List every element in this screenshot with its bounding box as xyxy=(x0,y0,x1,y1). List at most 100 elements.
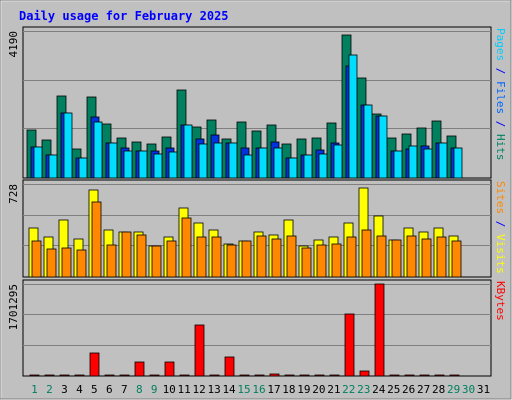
panel-max-label: 4190 xyxy=(7,31,20,58)
day-label-30: 30 xyxy=(462,383,475,396)
bar-sites-day-1 xyxy=(31,240,42,278)
bar-pages-day-10 xyxy=(168,151,178,179)
axis-label-part: Visits xyxy=(494,234,507,274)
bar-pages-day-20 xyxy=(318,153,328,179)
day-label-15: 15 xyxy=(237,383,250,396)
bar-kbytes-day-6 xyxy=(104,374,115,377)
bar-sites-day-12 xyxy=(196,236,207,278)
bar-pages-day-11 xyxy=(183,124,193,179)
bar-pages-day-16 xyxy=(258,147,268,179)
bar-sites-day-18 xyxy=(286,235,297,278)
bar-sites-day-16 xyxy=(256,235,267,278)
day-label-18: 18 xyxy=(282,383,295,396)
day-label-3: 3 xyxy=(61,383,68,396)
day-label-8: 8 xyxy=(136,383,143,396)
day-label-19: 19 xyxy=(297,383,310,396)
bar-pages-day-22 xyxy=(348,54,358,179)
bar-kbytes-day-9 xyxy=(149,374,160,377)
axis-label-part: Sites xyxy=(494,181,507,214)
bar-pages-day-8 xyxy=(138,150,148,179)
bar-kbytes-day-28 xyxy=(434,374,445,377)
bar-pages-day-25 xyxy=(393,150,403,179)
bar-kbytes-day-8 xyxy=(134,361,145,377)
bar-sites-day-22 xyxy=(346,236,357,278)
bar-sites-day-19 xyxy=(301,247,312,278)
bar-kbytes-day-3 xyxy=(59,374,70,377)
chart-panels: 4190 Pages / Files / Hits 728 Sites / Visit… xyxy=(7,26,507,377)
bar-sites-day-10 xyxy=(166,240,177,278)
bar-sites-day-5 xyxy=(91,201,102,278)
bar-pages-day-2 xyxy=(48,154,58,179)
axis-label-part: / xyxy=(494,114,507,134)
day-label-25: 25 xyxy=(387,383,400,396)
bar-pages-day-7 xyxy=(123,150,133,179)
bar-kbytes-day-23 xyxy=(359,370,370,377)
day-label-20: 20 xyxy=(312,383,325,396)
bar-sites-day-20 xyxy=(316,244,327,278)
bar-sites-day-7 xyxy=(121,231,132,278)
series-kbytes xyxy=(29,283,460,377)
bar-kbytes-day-21 xyxy=(329,374,340,377)
series-pages xyxy=(33,54,463,179)
day-label-23: 23 xyxy=(357,383,370,396)
day-label-16: 16 xyxy=(252,383,265,396)
bar-sites-day-4 xyxy=(76,249,87,278)
day-label-27: 27 xyxy=(417,383,430,396)
bar-kbytes-day-7 xyxy=(119,374,130,377)
day-labels: 1 2 3 4 5 6 7 8 9 10 11 12 13 14 15 16 17 18 19 20 21 22 23 24 2… xyxy=(31,383,490,396)
bar-pages-day-14 xyxy=(228,142,238,179)
bar-sites-day-25 xyxy=(391,239,402,278)
bar-pages-day-6 xyxy=(108,142,118,179)
bar-pages-day-12 xyxy=(198,143,208,179)
bar-kbytes-day-5 xyxy=(89,352,100,377)
day-label-24: 24 xyxy=(372,383,386,396)
axis-label-part: Pages xyxy=(494,28,507,61)
bar-kbytes-day-11 xyxy=(179,374,190,377)
bar-kbytes-day-13 xyxy=(209,374,220,377)
bar-kbytes-day-29 xyxy=(449,374,460,377)
day-label-5: 5 xyxy=(91,383,98,396)
bar-pages-day-3 xyxy=(63,112,73,179)
day-label-13: 13 xyxy=(207,383,220,396)
axis-label-part: Hits xyxy=(494,134,507,161)
bar-sites-day-9 xyxy=(151,245,162,278)
panel-axis-label: Sites / Visits xyxy=(494,181,507,274)
bar-pages-day-19 xyxy=(303,154,313,179)
bar-sites-day-29 xyxy=(451,240,462,278)
panel-max-label: 728 xyxy=(7,184,20,204)
bar-sites-day-17 xyxy=(271,238,282,278)
day-label-11: 11 xyxy=(178,383,191,396)
day-label-9: 9 xyxy=(151,383,158,396)
day-label-7: 7 xyxy=(121,383,128,396)
axis-label-part: / xyxy=(494,214,507,234)
day-label-17: 17 xyxy=(267,383,280,396)
axis-label-part: Files xyxy=(494,81,507,114)
day-label-6: 6 xyxy=(106,383,113,396)
bar-sites-day-28 xyxy=(436,236,447,278)
bar-pages-day-9 xyxy=(153,153,163,179)
bar-pages-day-21 xyxy=(333,144,343,179)
bar-kbytes-day-26 xyxy=(404,374,415,377)
series-sites xyxy=(31,201,462,278)
bar-sites-day-2 xyxy=(46,248,57,278)
bar-sites-day-21 xyxy=(331,243,342,278)
bar-pages-day-24 xyxy=(378,115,388,179)
day-label-22: 22 xyxy=(342,383,355,396)
day-label-26: 26 xyxy=(402,383,415,396)
bar-kbytes-day-2 xyxy=(44,374,55,377)
axis-label-part: KBytes xyxy=(494,281,507,321)
bar-sites-day-24 xyxy=(376,235,387,278)
axis-label-part: / xyxy=(494,61,507,81)
bar-pages-day-17 xyxy=(273,147,283,179)
day-label-4: 4 xyxy=(76,383,83,396)
bar-sites-day-13 xyxy=(211,236,222,278)
bar-sites-day-8 xyxy=(136,234,147,278)
bar-kbytes-day-27 xyxy=(419,374,430,377)
bar-pages-day-5 xyxy=(93,121,103,179)
panel-axis-label: KBytes xyxy=(494,281,507,321)
bar-kbytes-day-1 xyxy=(29,374,40,377)
bar-kbytes-day-22 xyxy=(344,313,355,377)
panel-max-label: 1701295 xyxy=(7,284,20,330)
bar-sites-day-15 xyxy=(241,240,252,278)
